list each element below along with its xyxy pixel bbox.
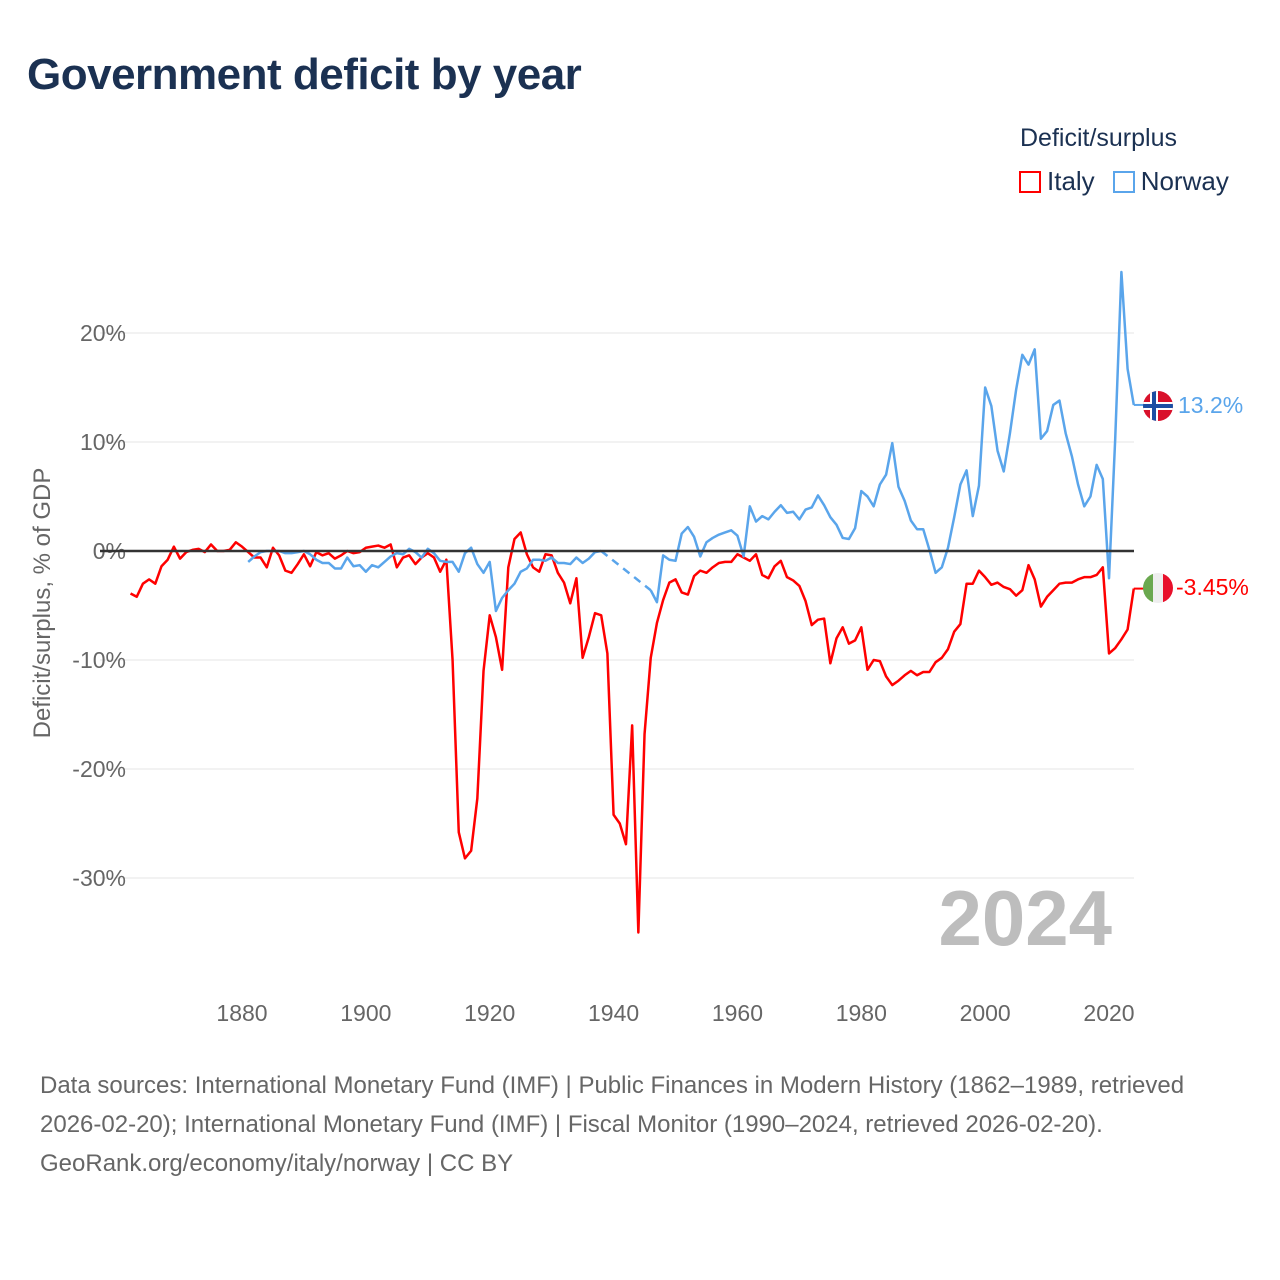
legend-item-italy[interactable]: Italy <box>1019 166 1095 197</box>
norway-line <box>247 546 602 613</box>
year-watermark: 2024 <box>938 874 1112 962</box>
line-chart: 20%10%0%-10%-20%-30% 1880 1900 1920 1940 196… <box>29 270 1249 1026</box>
x-tick-label: 1960 <box>712 1000 763 1026</box>
x-tick-label: 1920 <box>464 1000 515 1026</box>
series-lines <box>129 270 1144 934</box>
y-axis-ticks: 20%10%0%-10%-20%-30% <box>72 320 126 891</box>
credit-link[interactable]: GeoRank.org/economy/italy/norway | CC BY <box>40 1150 514 1177</box>
x-tick-label: 1880 <box>216 1000 267 1026</box>
legend-label-norway: Norway <box>1140 166 1229 196</box>
italy-end-label: -3.45% <box>1176 574 1249 600</box>
y-tick-label: 10% <box>80 429 126 455</box>
norway-line-gap <box>600 550 652 592</box>
x-tick-label: 1900 <box>340 1000 391 1026</box>
x-tick-label: 2020 <box>1083 1000 1134 1026</box>
norway-flag-icon <box>1143 391 1173 421</box>
legend-swatch-italy <box>1019 170 1041 193</box>
legend-label-italy: Italy <box>1047 166 1095 196</box>
italy-line <box>129 531 1136 934</box>
data-sources: Data sources: International Monetary Fun… <box>40 1072 1185 1138</box>
y-tick-label: 20% <box>80 320 126 346</box>
legend-item-norway[interactable]: Norway <box>1112 166 1229 197</box>
x-axis-ticks: 1880 1900 1920 1940 1960 1980 2000 2020 <box>216 1000 1134 1026</box>
x-tick-label: 1980 <box>836 1000 887 1026</box>
y-tick-label: -30% <box>72 865 126 891</box>
page-title: Government deficit by year <box>27 50 582 99</box>
footer: Data sources: International Monetary Fun… <box>40 1066 1240 1183</box>
norway-line <box>649 270 1136 604</box>
x-tick-label: 1940 <box>588 1000 639 1026</box>
legend-swatch-norway <box>1112 170 1135 193</box>
y-axis-label: Deficit/surplus, % of GDP <box>29 468 56 739</box>
y-tick-label: -20% <box>72 756 126 782</box>
x-tick-label: 2000 <box>960 1000 1011 1026</box>
legend: Italy Norway <box>1019 166 1229 197</box>
gridlines <box>100 332 1134 879</box>
y-tick-label: -10% <box>72 647 126 673</box>
norway-end-label: 13.2% <box>1178 392 1243 418</box>
italy-flag-icon <box>1143 573 1173 603</box>
legend-title: Deficit/surplus <box>1020 124 1177 152</box>
